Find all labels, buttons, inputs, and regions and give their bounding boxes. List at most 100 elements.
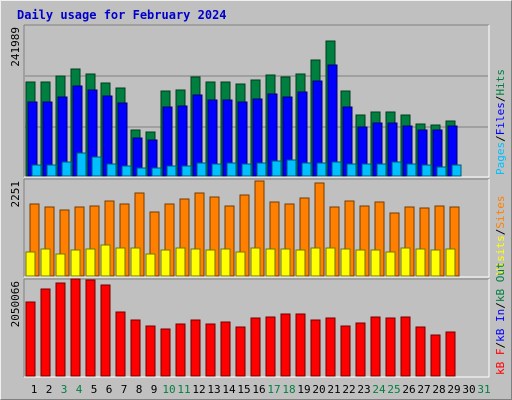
legend-item: Hits xyxy=(494,69,507,96)
bar-pages-day-5 xyxy=(91,156,102,177)
x-tick-label: 6 xyxy=(106,383,113,396)
legend-item: Sites xyxy=(494,196,507,229)
bar-visits-day-5 xyxy=(85,248,96,277)
bar-visits-day-21 xyxy=(325,247,336,277)
y-max-label: 2251 xyxy=(9,181,22,208)
bar-kb-f-day-18 xyxy=(280,313,291,377)
bar-kb-f-day-11 xyxy=(175,323,186,377)
x-tick-label: 27 xyxy=(417,383,430,396)
bar-visits-day-27 xyxy=(415,248,426,277)
bar-kb-f-day-23 xyxy=(355,322,366,377)
bar-pages-day-3 xyxy=(61,161,72,177)
x-tick-label: 15 xyxy=(237,383,250,396)
x-tick-label: 14 xyxy=(222,383,236,396)
bar-kb-f-day-8 xyxy=(130,319,141,377)
x-tick-label: 17 xyxy=(267,383,280,396)
bar-visits-day-12 xyxy=(190,248,201,277)
bar-kb-f-day-29 xyxy=(445,331,456,377)
bar-kb-f-day-27 xyxy=(415,326,426,377)
bar-kb-f-day-6 xyxy=(100,284,111,377)
bar-kb-f-day-26 xyxy=(400,316,411,377)
bar-visits-day-2 xyxy=(40,248,51,277)
x-tick-label: 19 xyxy=(297,383,310,396)
bar-pages-day-15 xyxy=(241,163,252,177)
bar-visits-day-20 xyxy=(310,247,321,277)
bar-files-day-21 xyxy=(327,64,338,177)
legend-kbytes: kB F/kB In/kB Out xyxy=(494,262,507,375)
x-tick-label: 21 xyxy=(327,383,340,396)
bar-kb-f-day-12 xyxy=(190,319,201,377)
bar-kb-f-day-4 xyxy=(70,278,81,377)
x-tick-label: 25 xyxy=(387,383,400,396)
legend-item: Files xyxy=(494,102,507,135)
x-tick-label: 20 xyxy=(312,383,325,396)
bar-visits-day-16 xyxy=(250,247,261,277)
legend-separator: / xyxy=(494,96,507,103)
bar-visits-day-19 xyxy=(295,249,306,277)
x-tick-label: 3 xyxy=(61,383,68,396)
bar-visits-day-8 xyxy=(130,247,141,277)
bar-pages-day-24 xyxy=(376,163,387,177)
bar-kb-f-day-21 xyxy=(325,317,336,377)
x-tick-label: 18 xyxy=(282,383,295,396)
bar-visits-day-1 xyxy=(25,251,36,277)
bar-kb-f-day-16 xyxy=(250,317,261,377)
x-tick-label: 1 xyxy=(31,383,38,396)
bar-pages-day-27 xyxy=(421,164,432,177)
bar-pages-day-2 xyxy=(46,164,57,177)
x-tick-label: 12 xyxy=(192,383,205,396)
bar-pages-day-23 xyxy=(361,163,372,177)
bar-visits-day-10 xyxy=(160,249,171,277)
bar-pages-day-8 xyxy=(136,167,147,177)
bar-visits-day-4 xyxy=(70,249,81,277)
bar-visits-day-6 xyxy=(100,244,111,277)
legend-item: Pages xyxy=(494,142,507,175)
legend-separator: / xyxy=(494,135,507,142)
bar-pages-day-11 xyxy=(181,165,192,177)
legend-separator: / xyxy=(494,342,507,349)
legend-item: kB Out xyxy=(494,262,507,302)
x-tick-label: 31 xyxy=(477,383,490,396)
bar-visits-day-17 xyxy=(265,248,276,277)
bar-kb-f-day-13 xyxy=(205,323,216,377)
bar-pages-day-29 xyxy=(451,164,462,177)
legend-separator: / xyxy=(494,302,507,309)
legend-item: kB In xyxy=(494,309,507,342)
legend-item: Visits xyxy=(494,235,507,275)
legend-visits-sites: Visits/Sites xyxy=(494,196,507,276)
x-tick-label: 29 xyxy=(447,383,460,396)
bar-pages-day-26 xyxy=(406,163,417,177)
x-tick-label: 11 xyxy=(177,383,190,396)
legend-item: kB F xyxy=(494,349,507,376)
bar-visits-day-14 xyxy=(220,248,231,277)
bar-kb-f-day-28 xyxy=(430,334,441,377)
bar-pages-day-13 xyxy=(211,163,222,177)
legend-separator: / xyxy=(494,229,507,236)
x-tick-label: 4 xyxy=(76,383,83,396)
bar-files-day-20 xyxy=(312,80,323,177)
chart-title: Daily usage for February 2024 xyxy=(17,8,227,22)
bar-kb-f-day-17 xyxy=(265,316,276,377)
bar-pages-day-7 xyxy=(121,165,132,177)
x-tick-label: 13 xyxy=(207,383,220,396)
x-tick-label: 22 xyxy=(342,383,355,396)
bar-visits-day-26 xyxy=(400,247,411,277)
x-tick-label: 8 xyxy=(136,383,143,396)
x-tick-label: 23 xyxy=(357,383,370,396)
bar-visits-day-22 xyxy=(340,248,351,277)
bar-visits-day-29 xyxy=(445,248,456,277)
bar-pages-day-18 xyxy=(286,159,297,177)
bar-kb-f-day-5 xyxy=(85,279,96,377)
bar-kb-f-day-14 xyxy=(220,321,231,377)
bar-visits-day-9 xyxy=(145,253,156,277)
x-tick-label: 5 xyxy=(91,383,98,396)
x-tick-label: 26 xyxy=(402,383,415,396)
bar-pages-day-17 xyxy=(271,160,282,177)
bar-kb-f-day-10 xyxy=(160,328,171,377)
x-tick-label: 7 xyxy=(121,383,128,396)
bar-visits-day-28 xyxy=(430,249,441,277)
bar-visits-day-15 xyxy=(235,251,246,277)
bar-kb-f-day-24 xyxy=(370,316,381,377)
bar-pages-day-10 xyxy=(166,165,177,177)
